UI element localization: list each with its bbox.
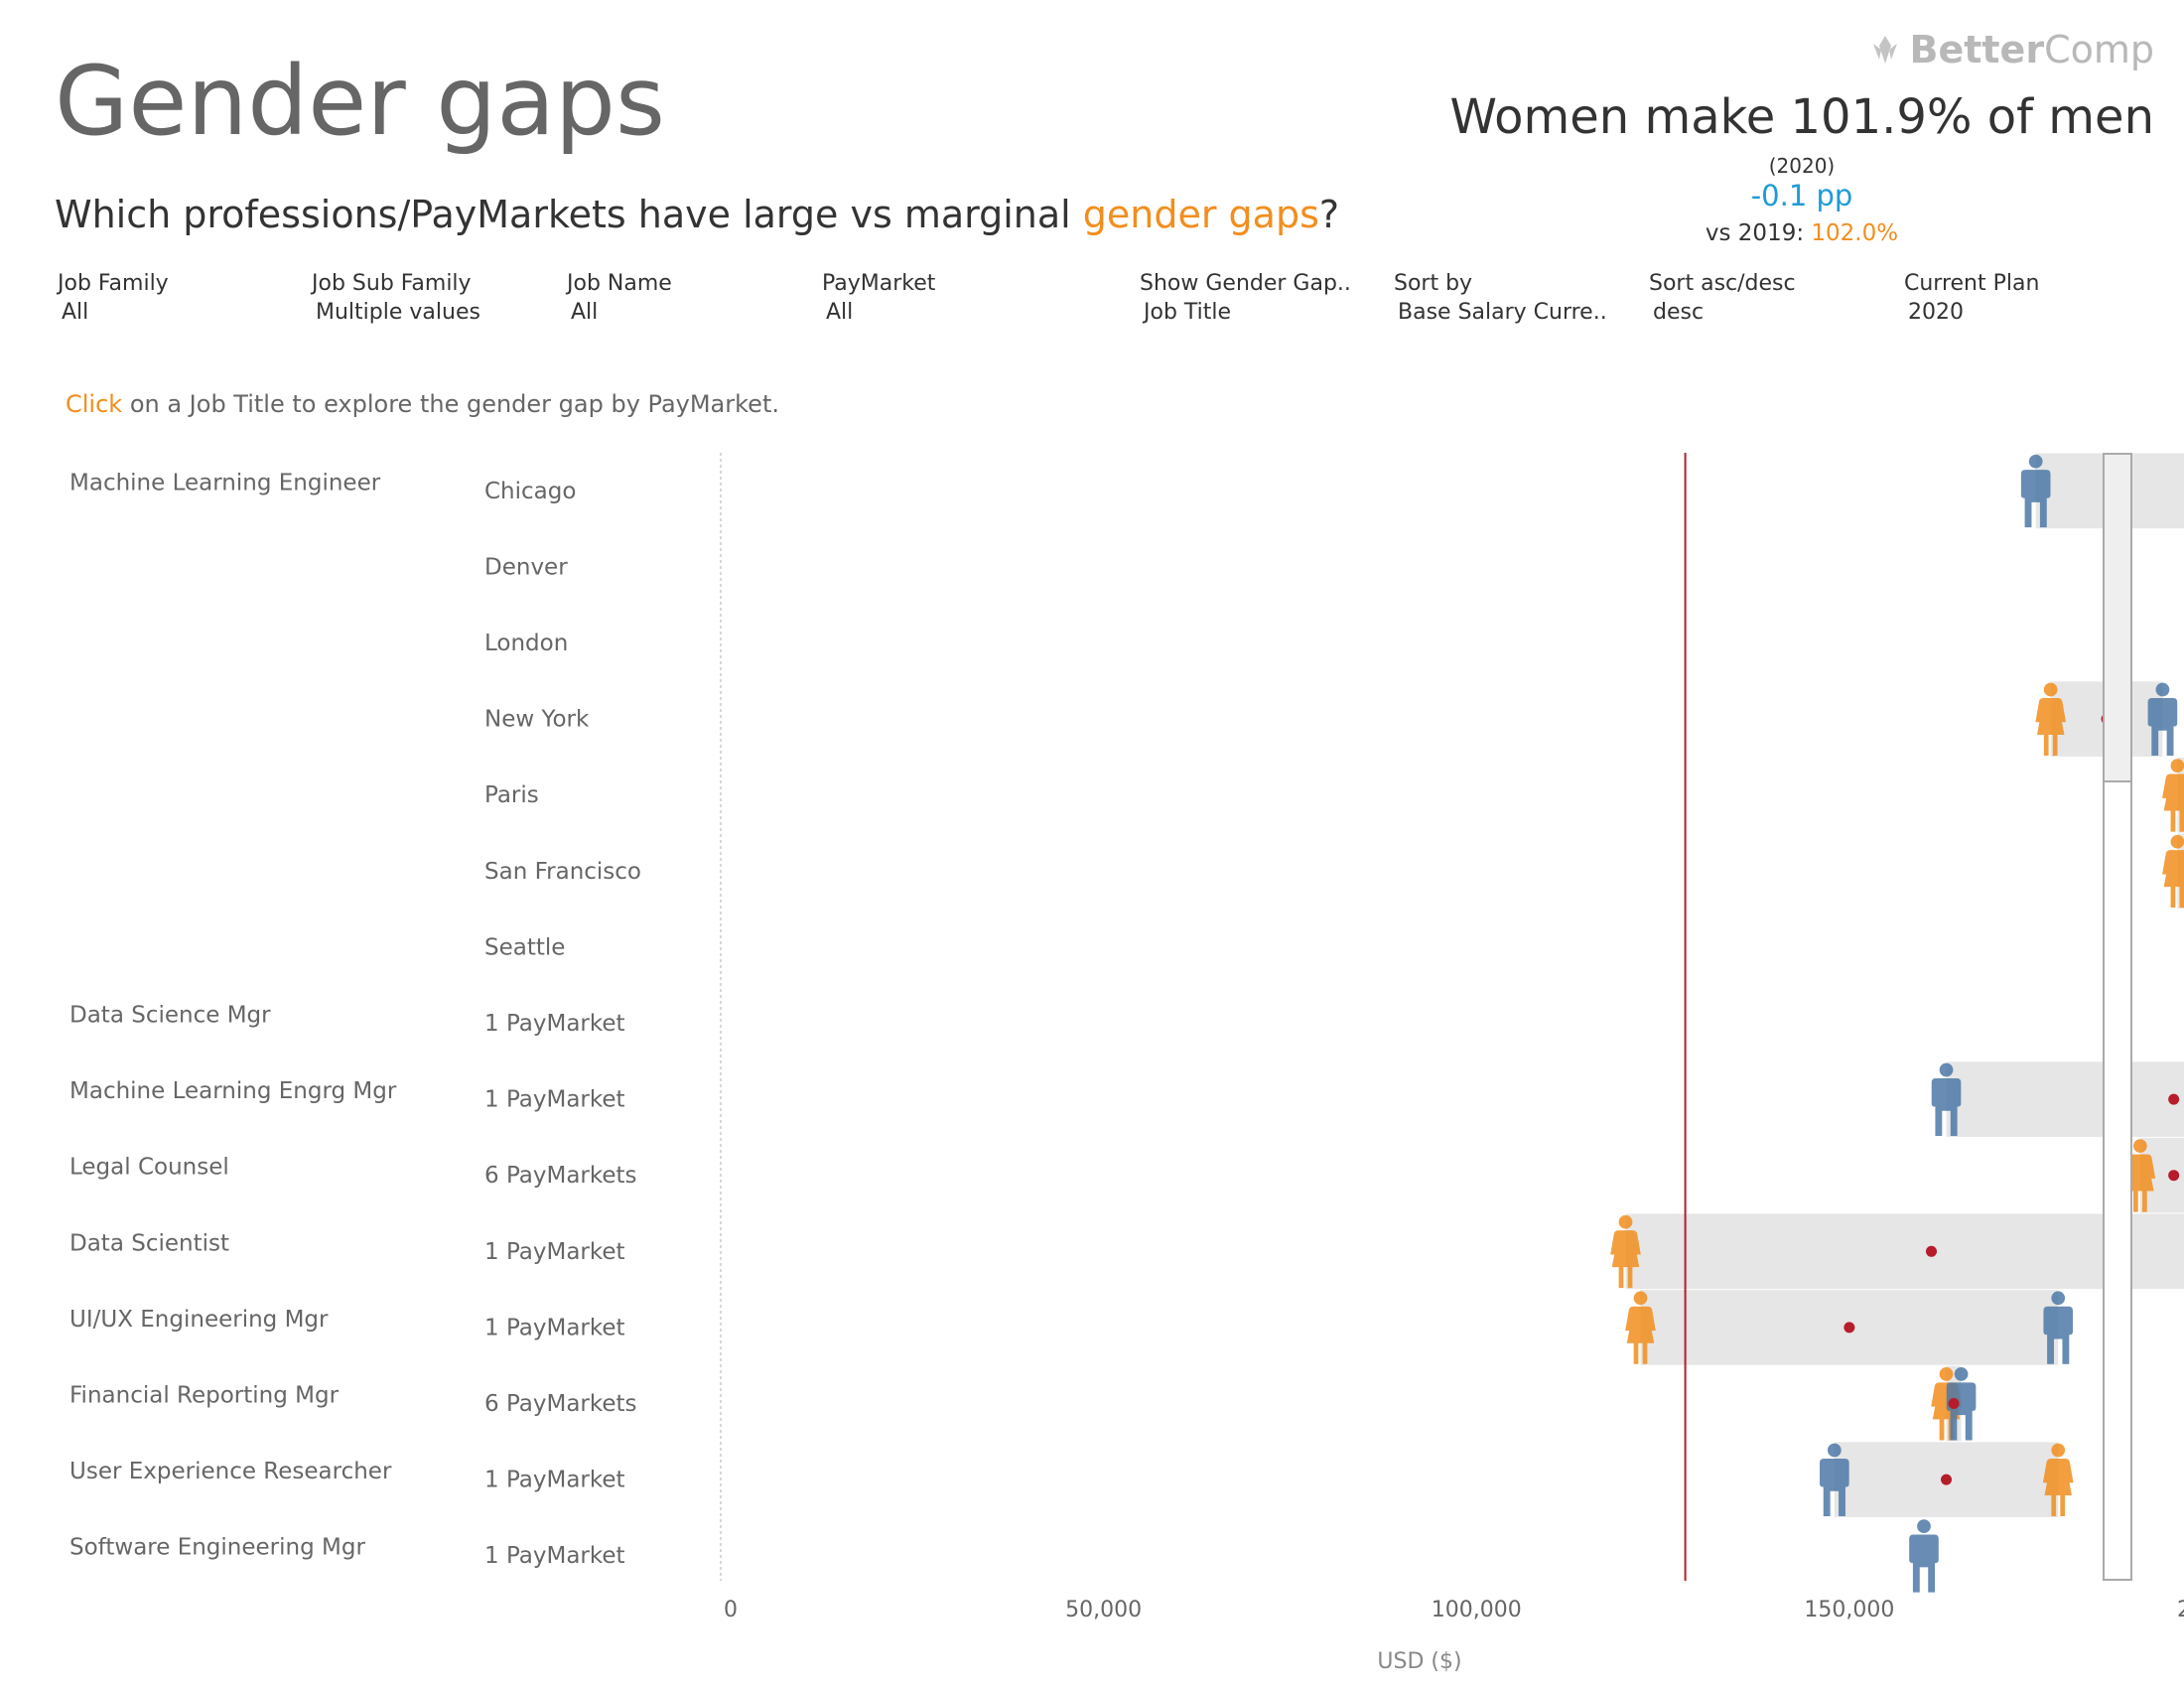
paymarket-label[interactable]: 1 PayMarket [484, 1315, 625, 1340]
job-title-label[interactable]: Legal Counsel [69, 1155, 229, 1181]
filter-current-plan[interactable]: Current Plan 2020 [1904, 271, 2142, 325]
filter-paymarket[interactable]: PayMarket All [822, 271, 1060, 325]
filter-label: Job Name [567, 271, 672, 296]
filter-label: Sort asc/desc [1649, 271, 1796, 296]
chart-scrollbar[interactable] [2103, 453, 2132, 1581]
subtitle-end: ? [1318, 193, 1340, 236]
subtitle-highlight: gender gaps [1082, 193, 1319, 236]
midpoint-dot [2168, 1170, 2180, 1182]
bettercomp-logo: Better Comp [1865, 28, 2154, 71]
paymarket-label[interactable]: 1 PayMarket [484, 1087, 625, 1113]
filter-job-name[interactable]: Job Name All [567, 271, 805, 325]
filter-value[interactable]: All [571, 300, 599, 325]
x-tick-label: 150,000 [1804, 1598, 1894, 1622]
paymarket-label[interactable]: Seattle [484, 934, 565, 960]
paymarket-label[interactable]: 6 PayMarkets [484, 1391, 637, 1417]
filter-value[interactable]: Multiple values [316, 300, 480, 325]
filter-value[interactable]: 2020 [1908, 300, 1964, 325]
logo-icon [1873, 36, 1898, 64]
kpi-vs-value: 102.0% [1811, 220, 1899, 246]
kpi-headline: Women make 101.9% of men [1449, 89, 2154, 145]
job-title-label[interactable]: UI/UX Engineering Mgr [69, 1307, 329, 1333]
midpoint-dot [1941, 1474, 1953, 1485]
filter-value[interactable]: desc [1653, 300, 1705, 325]
kpi-year: (2020) [1768, 154, 1836, 178]
x-tick-label: 100,000 [1432, 1598, 1522, 1622]
x-tick-label: 0 [724, 1598, 738, 1622]
filter-job-sub-family[interactable]: Job Sub Family Multiple values [312, 271, 550, 325]
x-tick-label: 200,000 [2177, 1598, 2184, 1622]
filter-value[interactable]: All [62, 300, 89, 325]
paymarket-label[interactable]: 6 PayMarkets [484, 1163, 637, 1189]
job-title-label[interactable]: User Experience Researcher [69, 1459, 392, 1484]
paymarket-label[interactable]: 1 PayMarket [484, 1468, 625, 1493]
filter-label: PayMarket [822, 271, 936, 296]
x-axis-label: USD ($) [1377, 1649, 1461, 1674]
filter-label: Job Family [58, 271, 169, 296]
paymarket-label[interactable]: Paris [484, 782, 539, 808]
midpoint-dot [2168, 1093, 2180, 1105]
filter-label: Job Sub Family [312, 271, 472, 296]
paymarket-label[interactable]: Denver [484, 554, 568, 580]
filter-sort-by[interactable]: Sort by Base Salary Curre.. [1394, 271, 1632, 325]
scrollbar-thumb[interactable] [2105, 455, 2130, 782]
kpi-vs-label: vs 2019: [1705, 220, 1812, 246]
job-title-label[interactable]: Machine Learning Engineer [69, 470, 381, 495]
paymarket-label[interactable]: New York [484, 707, 590, 733]
gap-band [1946, 1061, 2184, 1137]
job-title-label[interactable]: Data Science Mgr [69, 1003, 271, 1029]
filter-job-family[interactable]: Job Family All [58, 271, 296, 325]
filter-show-gender-gap[interactable]: Show Gender Gap.. Job Title [1140, 271, 1378, 325]
paymarket-label[interactable]: 1 PayMarket [484, 1543, 625, 1569]
midpoint-dot [1926, 1245, 1938, 1257]
job-title-label[interactable]: Machine Learning Engrg Mgr [69, 1078, 397, 1104]
paymarket-label[interactable]: 1 PayMarket [484, 1239, 625, 1265]
kpi-delta: -0.1 pp [1750, 179, 1853, 212]
filter-value[interactable]: Base Salary Curre.. [1398, 300, 1607, 325]
midpoint-dot [1948, 1398, 1960, 1409]
filter-value[interactable]: All [826, 300, 854, 325]
click-hint-text: on a Job Title to explore the gender gap… [122, 390, 779, 418]
page-title: Gender gaps [55, 46, 665, 157]
paymarket-label[interactable]: Chicago [484, 479, 576, 504]
female-icon[interactable] [2162, 834, 2184, 909]
filter-value[interactable]: Job Title [1144, 300, 1232, 325]
male-icon[interactable] [1909, 1519, 1939, 1593]
paymarket-label[interactable]: 1 PayMarket [484, 1011, 625, 1037]
paymarket-label[interactable]: San Francisco [484, 859, 641, 885]
gap-band [1625, 1213, 2184, 1290]
page-subtitle: Which professions/PayMarkets have large … [55, 193, 1339, 236]
job-title-label[interactable]: Data Scientist [69, 1230, 229, 1256]
logo-text-light: Comp [2044, 28, 2154, 71]
click-hint: Click on a Job Title to explore the gend… [66, 390, 779, 418]
logo-text-bold: Better [1909, 28, 2045, 71]
kpi-comparison: vs 2019: 102.0% [1638, 220, 1966, 246]
midpoint-dot [1843, 1322, 1855, 1334]
female-icon[interactable] [2162, 759, 2184, 832]
filter-label: Show Gender Gap.. [1140, 271, 1351, 296]
paymarket-label[interactable]: London [484, 631, 568, 656]
filter-sort-direction[interactable]: Sort asc/desc desc [1649, 271, 1887, 325]
x-tick-label: 50,000 [1065, 1598, 1142, 1622]
subtitle-text: Which professions/PayMarkets have large … [55, 193, 1083, 236]
job-title-label[interactable]: Software Engineering Mgr [69, 1535, 365, 1561]
click-hint-highlight: Click [66, 390, 123, 418]
filter-label: Current Plan [1904, 271, 2040, 296]
job-title-label[interactable]: Financial Reporting Mgr [69, 1383, 340, 1409]
filter-label: Sort by [1394, 271, 1473, 296]
